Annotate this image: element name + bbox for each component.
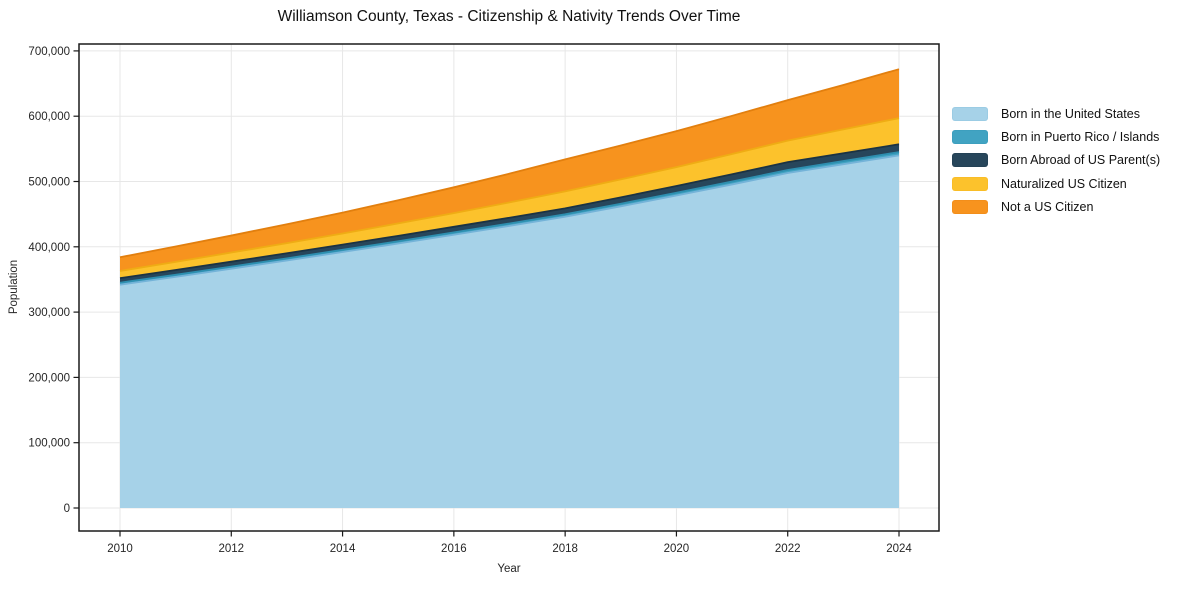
edge-line-born-in-puerto-rico-islands: [119, 151, 900, 284]
y-tick-label: 0: [64, 503, 70, 515]
legend-item-not-citizen: Not a US Citizen: [952, 196, 1160, 219]
legend-swatch-naturalized-icon: [952, 176, 988, 191]
y-tick-label: 700,000: [28, 46, 70, 58]
x-tick-label: 2018: [552, 543, 578, 555]
legend-label: Born in Puerto Rico / Islands: [1001, 130, 1160, 145]
legend-item-born-puerto-rico: Born in Puerto Rico / Islands: [952, 125, 1160, 148]
y-tick-label: 400,000: [28, 242, 70, 254]
edge-line-not-a-us-citizen: [119, 68, 900, 259]
legend-label: Born in the United States: [1001, 106, 1140, 121]
legend-swatch-born-puerto-rico-icon: [952, 130, 988, 145]
y-tick-label: 100,000: [28, 438, 70, 450]
legend-label: Naturalized US Citizen: [1001, 176, 1127, 191]
y-tick-label: 600,000: [28, 111, 70, 123]
legend-label: Born Abroad of US Parent(s): [1001, 153, 1161, 168]
x-tick-label: 2022: [775, 543, 801, 555]
area-born-abroad-of-us-parent-s-: [120, 144, 900, 283]
chart-title: Williamson County, Texas - Citizenship &…: [277, 8, 741, 25]
legend-swatch-not-citizen-icon: [952, 200, 988, 215]
x-tick-label: 2016: [441, 543, 467, 555]
x-tick-label: 2010: [107, 543, 133, 555]
x-tick-label: 2024: [886, 543, 912, 555]
legend-item-naturalized: Naturalized US Citizen: [952, 172, 1160, 195]
axes-border: [78, 43, 940, 532]
edge-line-naturalized-us-citizen: [119, 117, 900, 272]
legend-item-born-in-us: Born in the United States: [952, 102, 1160, 125]
edge-line-born-in-the-united-states: [119, 154, 900, 286]
legend-item-born-abroad: Born Abroad of US Parent(s): [952, 149, 1160, 172]
x-tick-label: 2014: [330, 543, 356, 555]
legend-swatch-born-abroad-icon: [952, 153, 988, 168]
legend-label: Not a US Citizen: [1001, 200, 1094, 215]
y-axis-label: Population: [8, 259, 20, 315]
y-tick-label: 200,000: [28, 372, 70, 384]
area-born-in-the-united-states: [120, 155, 900, 508]
area-not-a-us-citizen: [120, 69, 900, 271]
legend: Born in the United States Born in Puerto…: [952, 102, 1160, 219]
edge-line-born-abroad-of-us-parent-s-: [119, 143, 900, 280]
x-tick-label: 2012: [218, 543, 244, 555]
y-tick-label: 500,000: [28, 177, 70, 189]
x-axis-label: Year: [497, 563, 521, 575]
legend-swatch-born-in-us-icon: [952, 106, 988, 121]
y-tick-label: 300,000: [28, 307, 70, 319]
x-tick-label: 2020: [664, 543, 690, 555]
